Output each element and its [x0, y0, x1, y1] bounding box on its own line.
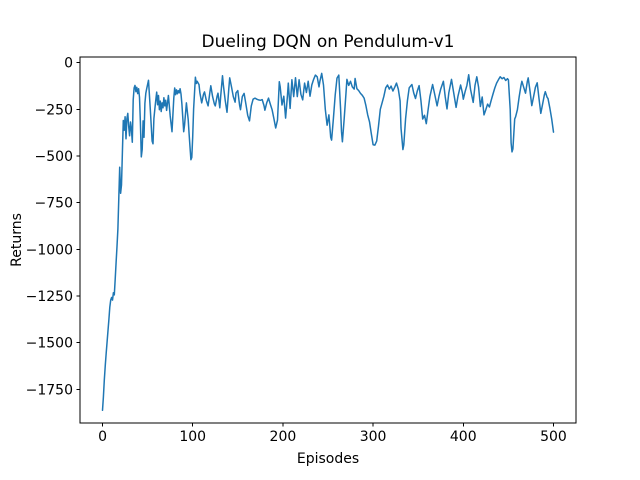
y-axis-label: Returns	[9, 213, 25, 267]
y-tick-label: −500	[35, 149, 73, 165]
y-tick-label: 0	[64, 56, 73, 72]
y-tick-label: −1000	[26, 242, 73, 258]
data-line	[101, 72, 555, 412]
x-axis-label: Episodes	[297, 451, 359, 467]
x-tick-label: 400	[450, 429, 477, 445]
y-tick-label: −250	[35, 102, 73, 118]
y-tick-label: −1250	[26, 289, 73, 305]
y-ticks: 0 −250 −500 −750 −1000 −1250 −1500 −1750	[26, 56, 80, 398]
x-tick-label: 0	[98, 429, 107, 445]
y-tick-label: −1500	[26, 336, 73, 352]
chart-title: Dueling DQN on Pendulum-v1	[202, 32, 455, 52]
x-tick-label: 200	[270, 429, 297, 445]
x-tick-label: 500	[540, 429, 567, 445]
y-tick-label: −1750	[26, 382, 73, 398]
x-ticks: 0 100 200 300 400 500	[98, 423, 567, 445]
x-tick-label: 100	[179, 429, 206, 445]
axes-border	[79, 56, 577, 424]
x-tick-label: 300	[360, 429, 387, 445]
y-tick-label: −750	[35, 196, 73, 212]
